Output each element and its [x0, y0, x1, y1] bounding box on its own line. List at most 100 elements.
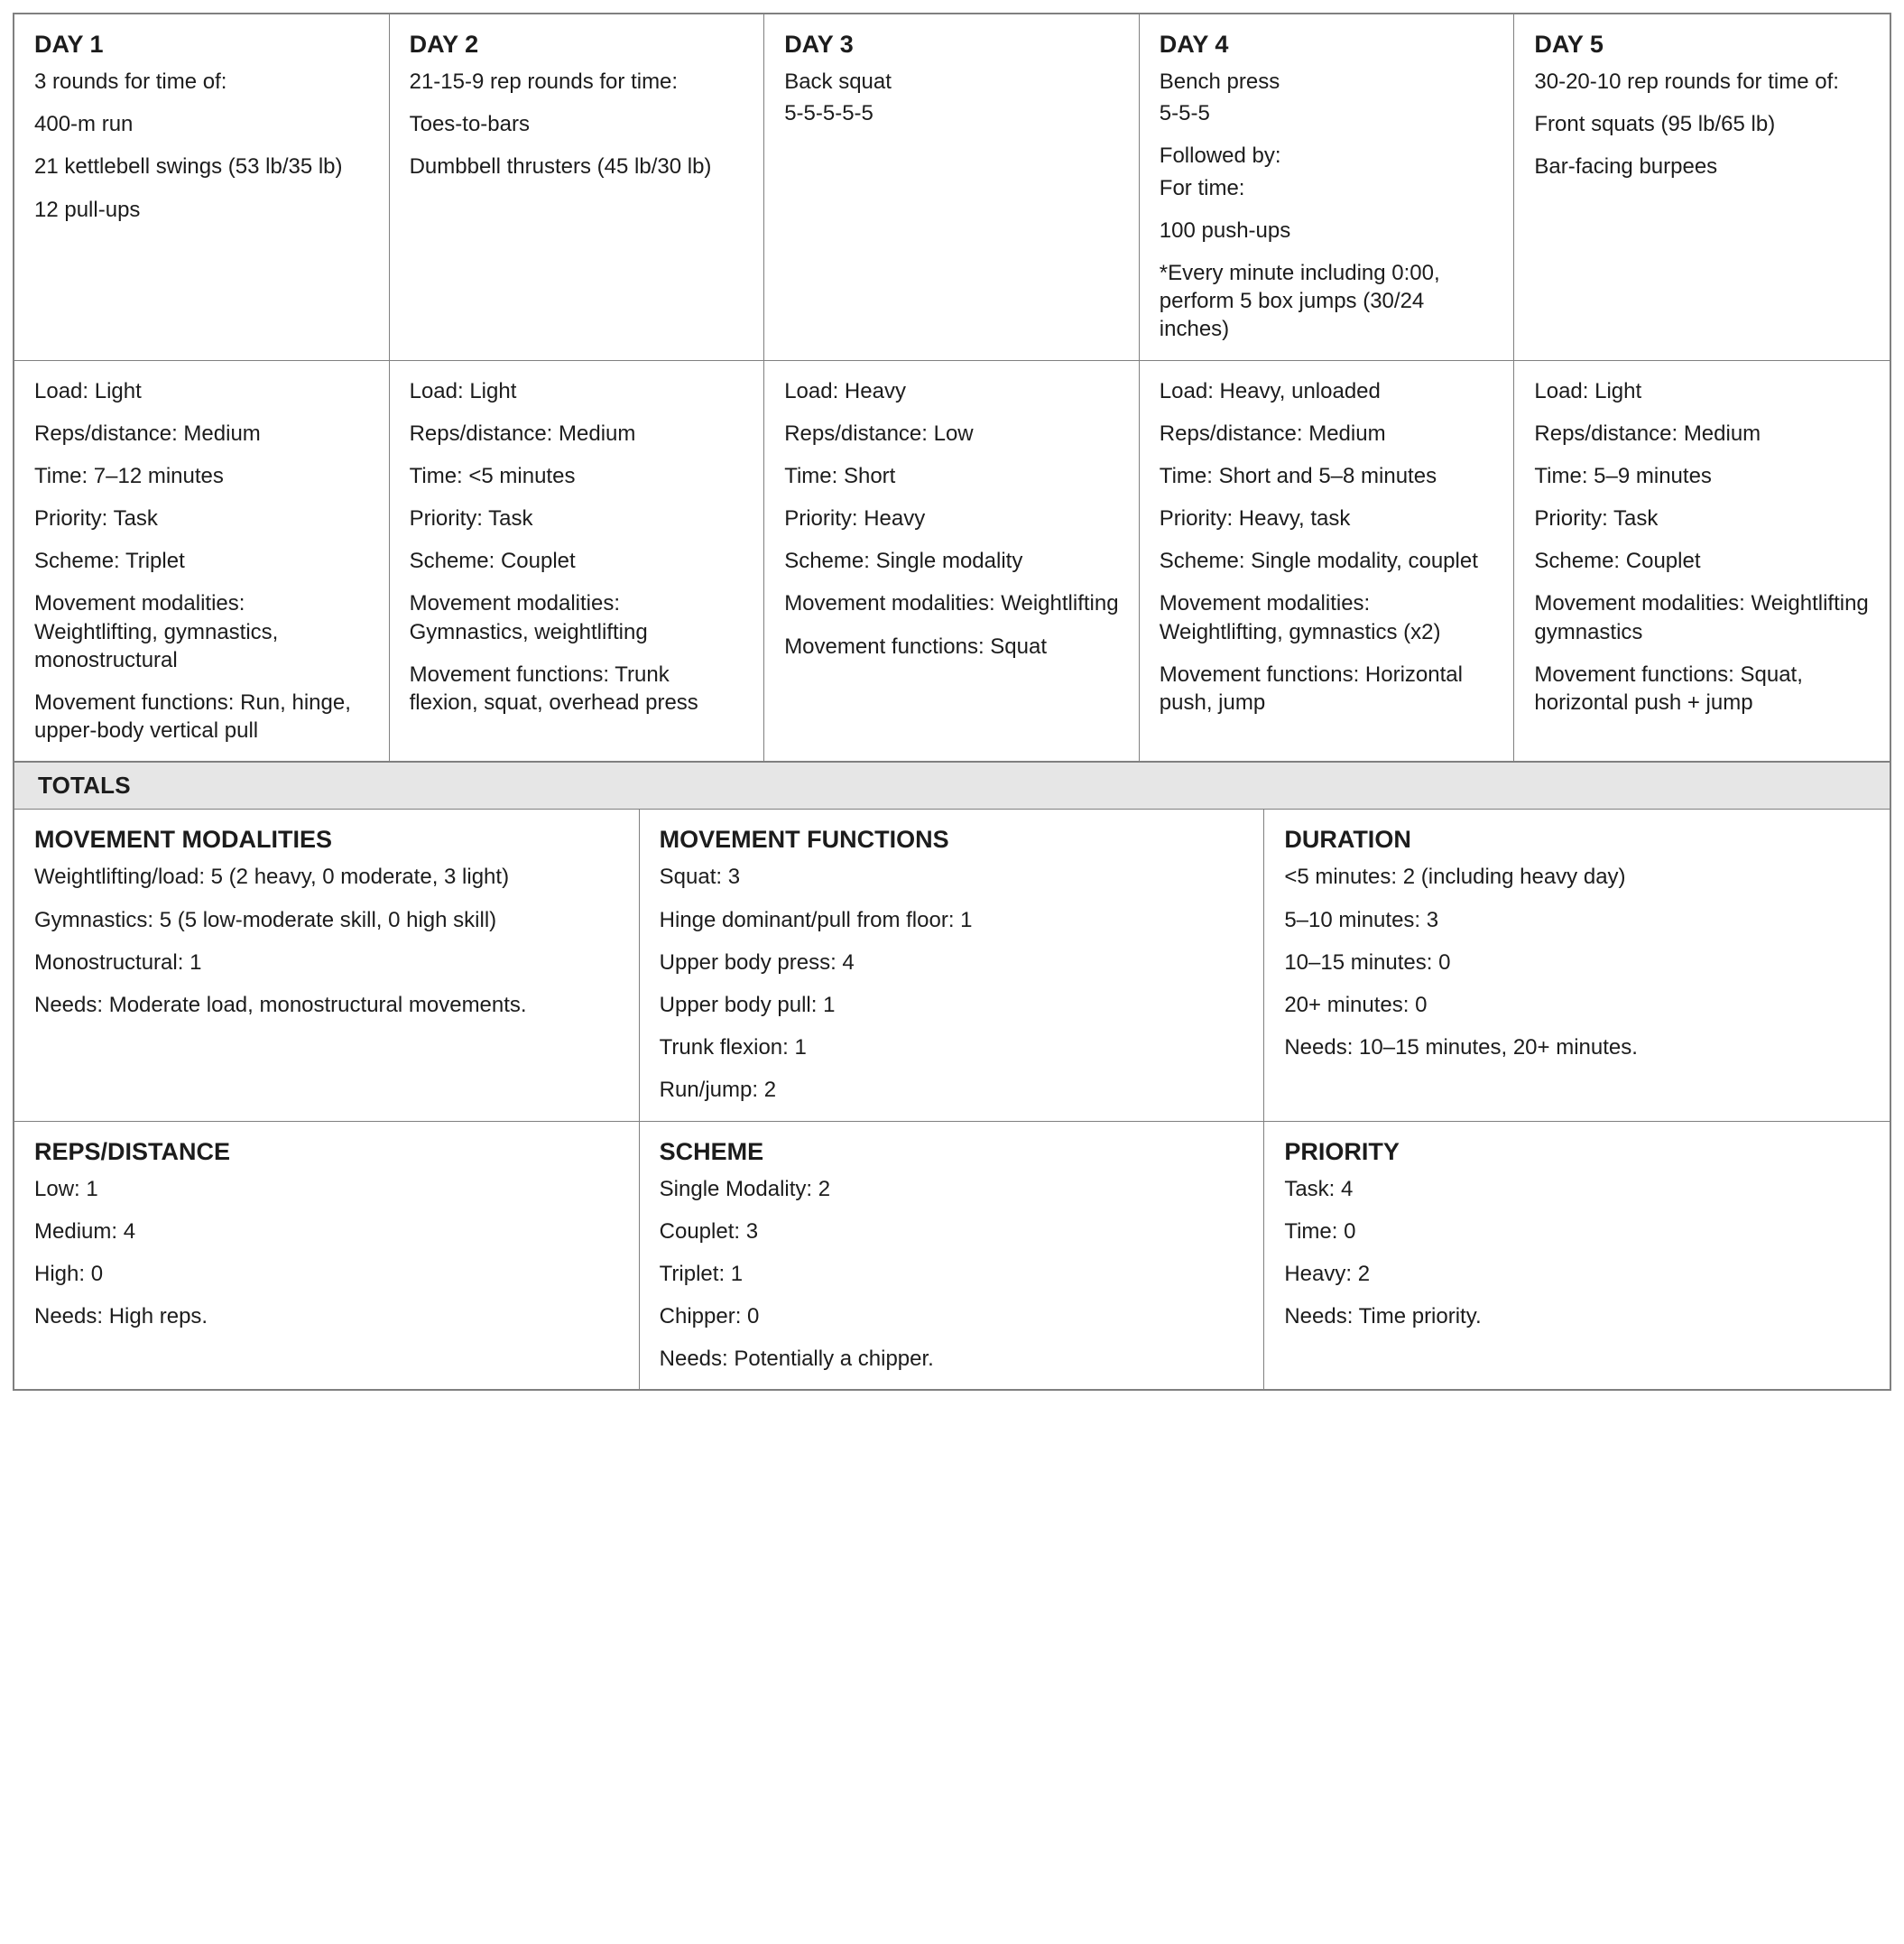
totals-line: Upper body press: 4: [660, 949, 1244, 977]
totals-line: Needs: Time priority.: [1284, 1302, 1870, 1330]
totals-priority-title: PRIORITY: [1284, 1138, 1870, 1166]
totals-line: Hinge dominant/pull from floor: 1: [660, 906, 1244, 934]
totals-functions-title: MOVEMENT FUNCTIONS: [660, 826, 1244, 854]
day-3-line: 5-5-5-5-5: [784, 99, 1119, 127]
totals-row-2: REPS/DISTANCE Low: 1 Medium: 4 High: 0 N…: [14, 1121, 1890, 1390]
day-3-workout-cell: DAY 3 Back squat 5-5-5-5-5: [764, 14, 1140, 360]
totals-line: Needs: Potentially a chipper.: [660, 1345, 1244, 1373]
day-5-line: 30-20-10 rep rounds for time of:: [1534, 68, 1870, 96]
day-2-line: 21-15-9 rep rounds for time:: [410, 68, 744, 96]
detail-line: Movement functions: Squat: [784, 633, 1119, 661]
totals-line: <5 minutes: 2 (including heavy day): [1284, 863, 1870, 891]
day-5-line: Front squats (95 lb/65 lb): [1534, 110, 1870, 138]
totals-duration-cell: DURATION <5 minutes: 2 (including heavy …: [1264, 810, 1890, 1120]
detail-line: Movement functions: Trunk flexion, squat…: [410, 661, 744, 717]
detail-line: Priority: Task: [410, 505, 744, 532]
day-4-line: 5-5-5: [1160, 99, 1494, 127]
detail-line: Load: Light: [34, 377, 369, 405]
totals-line: Medium: 4: [34, 1217, 619, 1245]
detail-line: Priority: Task: [1534, 505, 1870, 532]
totals-priority-cell: PRIORITY Task: 4 Time: 0 Heavy: 2 Needs:…: [1264, 1122, 1890, 1390]
program-grid: DAY 1 3 rounds for time of: 400-m run 21…: [13, 13, 1891, 1391]
detail-line: Movement modalities: Weightlifting, gymn…: [1160, 589, 1494, 645]
totals-scheme-cell: SCHEME Single Modality: 2 Couplet: 3 Tri…: [640, 1122, 1265, 1390]
detail-line: Priority: Task: [34, 505, 369, 532]
totals-line: Needs: High reps.: [34, 1302, 619, 1330]
totals-line: Monostructural: 1: [34, 949, 619, 977]
detail-line: Scheme: Triplet: [34, 547, 369, 575]
days-details-row: Load: Light Reps/distance: Medium Time: …: [14, 360, 1890, 762]
totals-line: 10–15 minutes: 0: [1284, 949, 1870, 977]
day-1-details-cell: Load: Light Reps/distance: Medium Time: …: [14, 361, 390, 762]
totals-line: Single Modality: 2: [660, 1175, 1244, 1203]
totals-line: Needs: Moderate load, monostructural mov…: [34, 991, 619, 1019]
day-1-workout-cell: DAY 1 3 rounds for time of: 400-m run 21…: [14, 14, 390, 360]
totals-line: Couplet: 3: [660, 1217, 1244, 1245]
day-1-line: 3 rounds for time of:: [34, 68, 369, 96]
day-3-details-cell: Load: Heavy Reps/distance: Low Time: Sho…: [764, 361, 1140, 762]
detail-line: Time: <5 minutes: [410, 462, 744, 490]
detail-line: Movement functions: Horizontal push, jum…: [1160, 661, 1494, 717]
detail-line: Reps/distance: Low: [784, 420, 1119, 448]
day-4-line: For time:: [1160, 174, 1494, 202]
detail-line: Reps/distance: Medium: [1160, 420, 1494, 448]
day-4-details-cell: Load: Heavy, unloaded Reps/distance: Med…: [1140, 361, 1515, 762]
totals-line: Squat: 3: [660, 863, 1244, 891]
day-2-workout-cell: DAY 2 21-15-9 rep rounds for time: Toes-…: [390, 14, 765, 360]
detail-line: Movement modalities: Weightlifting gymna…: [1534, 589, 1870, 645]
day-4-title: DAY 4: [1160, 31, 1494, 59]
totals-reps-title: REPS/DISTANCE: [34, 1138, 619, 1166]
detail-line: Time: 5–9 minutes: [1534, 462, 1870, 490]
days-workout-row: DAY 1 3 rounds for time of: 400-m run 21…: [14, 14, 1890, 360]
detail-line: Movement modalities: Weightlifting, gymn…: [34, 589, 369, 674]
detail-line: Time: Short: [784, 462, 1119, 490]
day-4-line: *Every minute including 0:00, perform 5 …: [1160, 259, 1494, 344]
totals-line: Triplet: 1: [660, 1260, 1244, 1288]
detail-line: Movement functions: Run, hinge, upper-bo…: [34, 689, 369, 745]
detail-line: Load: Light: [410, 377, 744, 405]
day-2-line: Toes-to-bars: [410, 110, 744, 138]
detail-line: Load: Heavy, unloaded: [1160, 377, 1494, 405]
day-1-line: 400-m run: [34, 110, 369, 138]
day-5-details-cell: Load: Light Reps/distance: Medium Time: …: [1514, 361, 1890, 762]
detail-line: Reps/distance: Medium: [34, 420, 369, 448]
detail-line: Time: 7–12 minutes: [34, 462, 369, 490]
totals-line: High: 0: [34, 1260, 619, 1288]
totals-row-1: MOVEMENT MODALITIES Weightlifting/load: …: [14, 809, 1890, 1120]
totals-modalities-title: MOVEMENT MODALITIES: [34, 826, 619, 854]
detail-line: Time: Short and 5–8 minutes: [1160, 462, 1494, 490]
detail-line: Movement modalities: Gymnastics, weightl…: [410, 589, 744, 645]
day-4-line: 100 push-ups: [1160, 217, 1494, 245]
totals-line: Needs: 10–15 minutes, 20+ minutes.: [1284, 1033, 1870, 1061]
detail-line: Reps/distance: Medium: [1534, 420, 1870, 448]
day-1-line: 21 kettlebell swings (53 lb/35 lb): [34, 153, 369, 181]
day-2-line: Dumbbell thrusters (45 lb/30 lb): [410, 153, 744, 181]
totals-line: Task: 4: [1284, 1175, 1870, 1203]
totals-modalities-cell: MOVEMENT MODALITIES Weightlifting/load: …: [14, 810, 640, 1120]
totals-line: Time: 0: [1284, 1217, 1870, 1245]
detail-line: Scheme: Single modality, couplet: [1160, 547, 1494, 575]
totals-line: Trunk flexion: 1: [660, 1033, 1244, 1061]
detail-line: Movement functions: Squat, horizontal pu…: [1534, 661, 1870, 717]
totals-duration-title: DURATION: [1284, 826, 1870, 854]
day-2-details-cell: Load: Light Reps/distance: Medium Time: …: [390, 361, 765, 762]
totals-line: Heavy: 2: [1284, 1260, 1870, 1288]
totals-line: Upper body pull: 1: [660, 991, 1244, 1019]
day-3-line: Back squat: [784, 68, 1119, 96]
day-5-title: DAY 5: [1534, 31, 1870, 59]
totals-line: Weightlifting/load: 5 (2 heavy, 0 modera…: [34, 863, 619, 891]
detail-line: Priority: Heavy: [784, 505, 1119, 532]
detail-line: Load: Light: [1534, 377, 1870, 405]
day-5-workout-cell: DAY 5 30-20-10 rep rounds for time of: F…: [1514, 14, 1890, 360]
day-5-line: Bar-facing burpees: [1534, 153, 1870, 181]
day-4-line: Bench press: [1160, 68, 1494, 96]
day-4-workout-cell: DAY 4 Bench press 5-5-5 Followed by: For…: [1140, 14, 1515, 360]
totals-functions-cell: MOVEMENT FUNCTIONS Squat: 3 Hinge domina…: [640, 810, 1265, 1120]
detail-line: Load: Heavy: [784, 377, 1119, 405]
totals-reps-cell: REPS/DISTANCE Low: 1 Medium: 4 High: 0 N…: [14, 1122, 640, 1390]
day-4-line: Followed by:: [1160, 142, 1494, 170]
totals-line: 5–10 minutes: 3: [1284, 906, 1870, 934]
detail-line: Scheme: Single modality: [784, 547, 1119, 575]
detail-line: Reps/distance: Medium: [410, 420, 744, 448]
totals-line: 20+ minutes: 0: [1284, 991, 1870, 1019]
